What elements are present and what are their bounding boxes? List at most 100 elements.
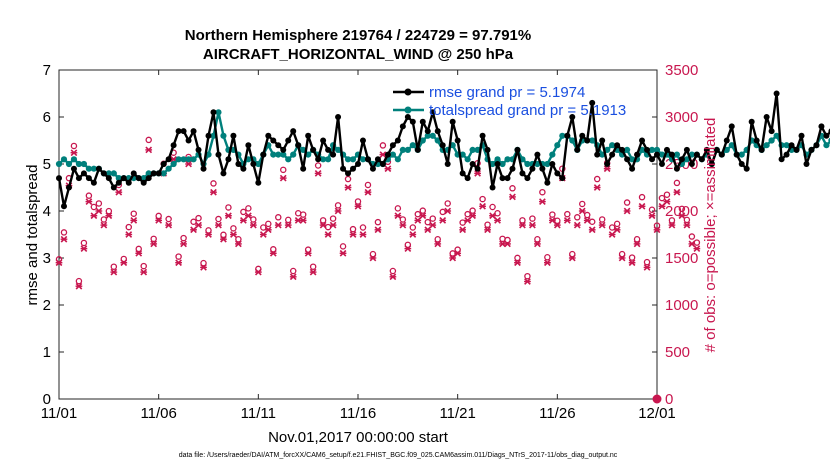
rmse-point <box>230 132 237 139</box>
obs-possible-point <box>534 235 541 243</box>
chart-title-line2: AIRCRAFT_HORIZONTAL_WIND @ 250 hPa <box>203 46 514 63</box>
rmse-point <box>688 161 695 167</box>
obs-possible-point <box>265 220 272 228</box>
rmse-point <box>564 132 571 139</box>
obs-possible-point <box>389 267 397 275</box>
obs-possible-point <box>284 216 292 224</box>
rmse-point <box>285 137 292 144</box>
obs-possible-point <box>633 235 641 243</box>
obs-assimilated-point <box>95 207 103 215</box>
totalspread-point <box>270 151 277 158</box>
obs-possible-point <box>354 198 362 205</box>
obs-possible-point <box>653 222 661 229</box>
rmse-point <box>404 114 411 120</box>
rmse-point <box>474 165 481 172</box>
obs-possible-point <box>479 195 486 203</box>
obs-assimilated-point <box>240 217 247 224</box>
totalspread-point <box>359 156 367 163</box>
totalspread-point <box>554 142 561 149</box>
rmse-point <box>315 156 322 163</box>
totalspread-point <box>285 156 292 163</box>
obs-possible-point <box>319 217 327 224</box>
left-tick-label: 0 <box>43 391 51 408</box>
obs-assimilated-point <box>235 240 242 248</box>
rmse-point <box>554 170 561 177</box>
obs-assimilated-point <box>544 259 551 267</box>
rmse-point <box>723 137 730 144</box>
rmse-point <box>708 161 715 167</box>
obs-assimilated-point <box>643 264 651 271</box>
obs-possible-point <box>419 207 427 214</box>
obs-assimilated-point <box>454 249 462 257</box>
obs-assimilated-point <box>225 212 232 220</box>
rmse-point <box>539 165 546 172</box>
obs-assimilated-point <box>514 259 521 267</box>
rmse-point <box>499 175 506 182</box>
rmse-point <box>469 161 476 167</box>
obs-assimilated-point <box>553 221 561 229</box>
obs-possible-point <box>309 263 317 270</box>
rmse-point <box>245 142 252 149</box>
rmse-point <box>110 184 117 191</box>
rmse-point <box>504 175 511 182</box>
y-axis-label-right: # of obs: o=possible; ×=assimilated <box>702 118 719 353</box>
obs-assimilated-point <box>563 217 571 224</box>
obs-possible-point <box>683 216 691 224</box>
obs-possible-point <box>145 136 152 144</box>
obs-possible-point <box>439 208 446 216</box>
obs-assimilated-point <box>658 202 666 210</box>
rmse-point <box>459 170 466 177</box>
obs-possible-point <box>648 206 656 213</box>
rmse-point <box>768 128 775 135</box>
obs-assimilated-point <box>434 240 442 248</box>
legend-spread-marker <box>404 106 412 114</box>
obs-assimilated-point <box>439 217 447 224</box>
rmse-point <box>693 151 700 158</box>
obs-possible-point <box>444 200 451 207</box>
rmse-point <box>464 175 471 182</box>
obs-assimilated-point <box>195 221 202 229</box>
obs-assimilated-point <box>389 273 397 281</box>
obs-possible-point <box>344 175 352 183</box>
obs-assimilated-point <box>573 221 581 229</box>
obs-assimilated-point <box>85 198 93 205</box>
obs-possible-point <box>663 191 671 198</box>
rmse-point <box>379 161 386 167</box>
totalspread-point <box>160 170 167 177</box>
totalspread-point <box>589 137 596 144</box>
rmse-point <box>290 128 297 135</box>
totalspread-point <box>80 160 88 168</box>
obs-possible-point <box>120 255 128 263</box>
obs-possible-point <box>524 272 531 280</box>
rmse-point <box>240 165 247 172</box>
obs-assimilated-point <box>578 207 586 215</box>
rmse-point <box>130 170 137 177</box>
rmse-point <box>514 146 521 153</box>
y-axis-label-left: rmse and totalspread <box>24 165 41 306</box>
obs-possible-point <box>593 175 601 183</box>
totalspread-point <box>115 175 122 182</box>
obs-possible-point <box>379 142 387 149</box>
obs-assimilated-point <box>529 221 536 229</box>
rmse-point <box>389 142 396 149</box>
obs-possible-point <box>628 254 636 261</box>
rmse-point <box>80 170 87 177</box>
obs-possible-point <box>554 217 561 225</box>
obs-possible-point <box>394 205 402 212</box>
obs-assimilated-point <box>259 231 267 238</box>
obs-assimilated-point <box>384 165 392 173</box>
rmse-point <box>75 175 82 182</box>
obs-possible-point <box>334 202 342 209</box>
obs-possible-point <box>579 200 586 208</box>
obs-possible-point <box>235 235 242 243</box>
rmse-point <box>604 161 611 167</box>
right-tick-label: 1500 <box>665 250 698 267</box>
obs-assimilated-point <box>165 221 172 229</box>
obs-possible-point <box>314 162 322 169</box>
obs-assimilated-point <box>369 254 377 262</box>
obs-assimilated-point <box>249 221 257 229</box>
obs-assimilated-point <box>424 226 432 234</box>
obs-possible-point <box>429 215 436 222</box>
obs-assimilated-point <box>613 226 621 234</box>
obs-assimilated-point <box>568 254 576 262</box>
